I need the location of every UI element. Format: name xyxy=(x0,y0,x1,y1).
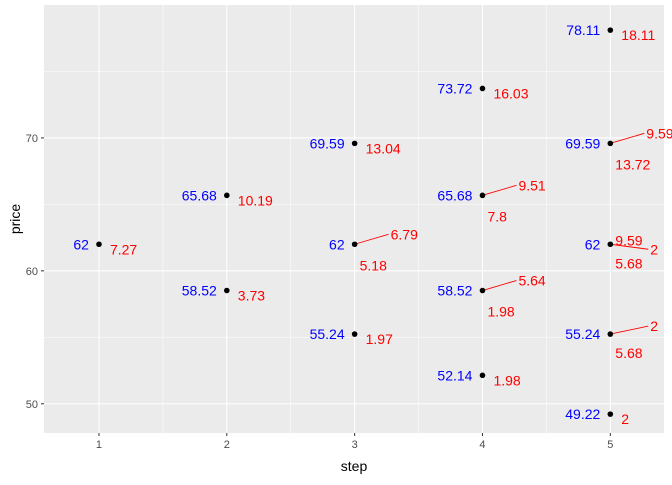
option-value-label: 5.18 xyxy=(360,257,387,273)
data-point xyxy=(607,331,614,337)
data-point xyxy=(351,331,358,337)
price-label: 73.72 xyxy=(437,80,472,96)
data-point xyxy=(479,287,486,294)
label-connector xyxy=(354,233,389,245)
price-label: 55.24 xyxy=(565,326,600,342)
price-label: 69.59 xyxy=(310,135,345,151)
price-label: 62 xyxy=(73,236,89,252)
data-point xyxy=(607,411,614,417)
data-points xyxy=(96,27,614,417)
data-point xyxy=(96,241,102,248)
y-tick-label: 70 xyxy=(26,133,38,145)
x-tick-label: 1 xyxy=(96,439,102,451)
option-value-label: 7.27 xyxy=(110,241,137,257)
option-value-label: 7.8 xyxy=(487,208,507,224)
x-tick-label: 2 xyxy=(224,439,230,451)
data-point xyxy=(479,372,486,379)
grid-major xyxy=(44,5,664,433)
grid-minor xyxy=(44,5,664,433)
data-labels: 62 7.27 65.68 10.19 58.52 3.73 69.59 13.04 62 6.7… xyxy=(73,22,672,427)
x-tick-label: 4 xyxy=(479,439,485,451)
x-tick-label: 5 xyxy=(607,439,613,451)
data-point xyxy=(224,287,230,294)
data-point xyxy=(607,27,614,33)
price-label: 58.52 xyxy=(182,283,217,299)
price-label: 65.68 xyxy=(182,187,217,203)
x-tick-label: 3 xyxy=(352,439,358,451)
price-label: 52.14 xyxy=(437,367,472,383)
option-value-label: 2 xyxy=(650,318,658,334)
data-point xyxy=(479,85,486,92)
option-value-label: 2 xyxy=(650,241,658,257)
label-connector xyxy=(610,132,645,144)
option-value-label: 6.79 xyxy=(391,226,418,242)
price-label: 69.59 xyxy=(565,135,600,151)
data-point xyxy=(607,140,614,147)
data-point xyxy=(351,140,358,147)
label-connectors xyxy=(354,132,649,335)
option-value-label: 1.98 xyxy=(493,372,520,388)
price-label: 62 xyxy=(585,236,601,252)
label-connector xyxy=(482,184,517,196)
option-value-label: 5.68 xyxy=(615,255,642,271)
axis-ticks: 1 2 3 4 5 50 60 70 xyxy=(26,133,614,451)
option-value-label: 3.73 xyxy=(238,288,265,304)
option-value-label: 9.59 xyxy=(646,125,672,141)
data-point xyxy=(224,192,230,199)
option-value-label: 13.04 xyxy=(366,140,401,156)
label-connector xyxy=(610,325,649,335)
price-label: 55.24 xyxy=(310,326,345,342)
data-point xyxy=(351,241,358,248)
option-value-label: 16.03 xyxy=(493,85,528,101)
option-value-label: 5.64 xyxy=(518,273,545,289)
y-axis-title: price xyxy=(7,204,23,235)
label-connector xyxy=(610,243,649,250)
price-label: 62 xyxy=(329,236,345,252)
option-value-label: 18.11 xyxy=(621,27,655,43)
y-tick-label: 50 xyxy=(26,399,38,411)
x-axis-title: step xyxy=(341,458,368,474)
price-label: 78.11 xyxy=(566,22,600,38)
label-connector xyxy=(482,280,517,291)
option-value-label: 1.98 xyxy=(487,304,514,320)
option-value-label: 10.19 xyxy=(238,192,273,208)
data-point xyxy=(479,192,486,199)
price-label: 65.68 xyxy=(437,187,472,203)
y-tick-label: 60 xyxy=(26,266,38,278)
data-point xyxy=(607,241,614,248)
option-value-label: 9.51 xyxy=(518,177,545,193)
plot-panel xyxy=(44,5,664,433)
option-value-label: 2 xyxy=(621,411,629,427)
option-value-label: 13.72 xyxy=(615,156,650,172)
option-value-label: 1.97 xyxy=(366,331,393,347)
price-label: 49.22 xyxy=(565,406,600,422)
price-label: 58.52 xyxy=(437,283,472,299)
option-value-label: 5.68 xyxy=(615,345,642,361)
option-value-label: 9.59 xyxy=(615,232,642,248)
